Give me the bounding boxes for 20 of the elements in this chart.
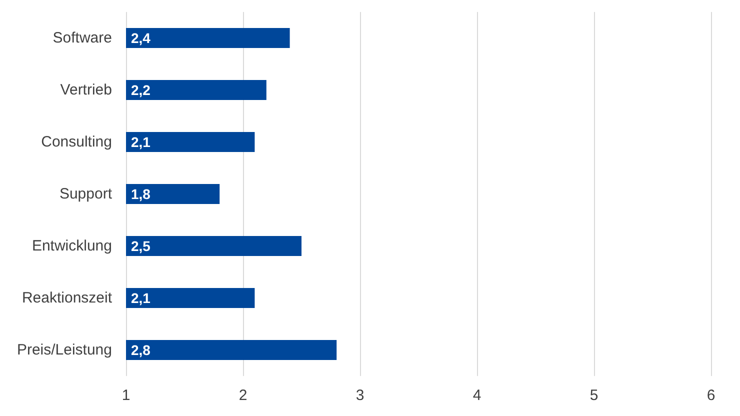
data-label: 2,4 (131, 30, 151, 46)
x-tick-label: 5 (590, 387, 598, 404)
y-tick-label: Support (59, 186, 113, 202)
data-label: 2,1 (131, 134, 151, 150)
y-tick-label: Software (52, 30, 112, 46)
x-tick-label: 4 (472, 387, 482, 404)
x-tick-label: 3 (356, 387, 364, 404)
y-tick-label: Vertrieb (60, 82, 112, 98)
y-tick-label: Reaktionszeit (22, 290, 113, 306)
data-label: 2,2 (131, 82, 151, 98)
x-tick-label: 2 (238, 387, 248, 404)
y-tick-label: Consulting (41, 134, 112, 150)
y-tick-label: Preis/Leistung (16, 342, 112, 358)
data-label: 2,5 (131, 238, 151, 254)
x-tick-label: 1 (122, 387, 130, 404)
data-label: 2,1 (131, 290, 151, 306)
data-label: 1,8 (131, 186, 151, 202)
data-label: 2,8 (131, 342, 151, 358)
x-tick-label: 6 (706, 387, 716, 404)
y-tick-label: Entwicklung (32, 238, 112, 254)
